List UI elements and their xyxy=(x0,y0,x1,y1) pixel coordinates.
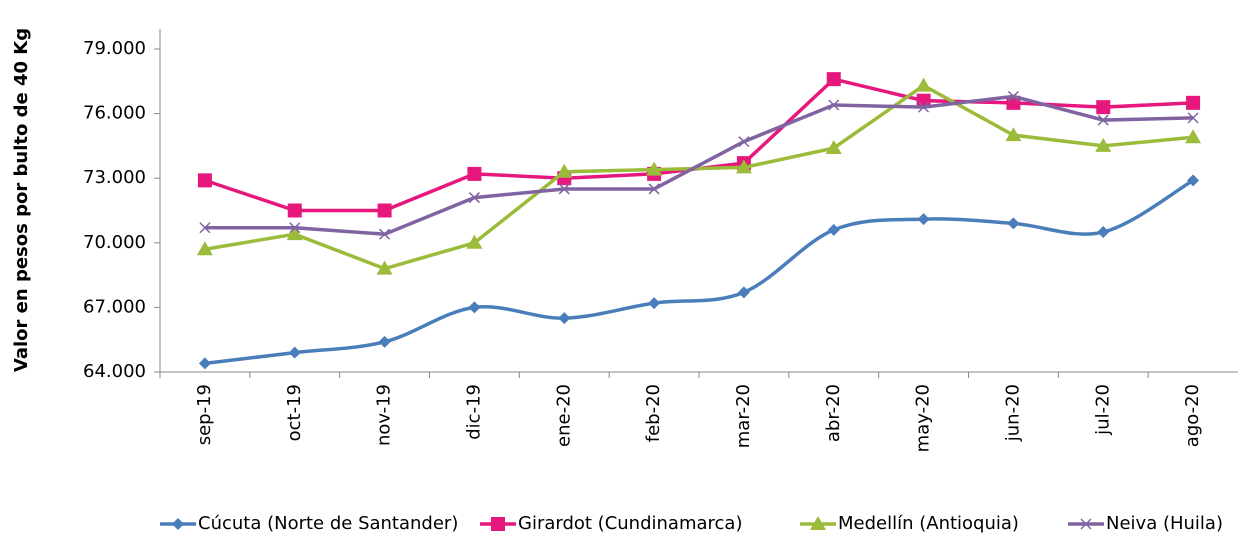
marker xyxy=(648,297,661,310)
series-line xyxy=(204,83,1194,271)
marker xyxy=(918,101,930,113)
x-tick-label: may-20 xyxy=(913,384,934,452)
marker xyxy=(1187,174,1200,187)
y-axis-title: Valor en pesos por bulto de 40 Kg xyxy=(11,28,32,372)
marker xyxy=(735,159,752,174)
marker xyxy=(1187,112,1199,124)
marker xyxy=(810,516,826,530)
marker xyxy=(1097,226,1110,239)
marker xyxy=(466,234,483,249)
marker xyxy=(1080,518,1092,530)
marker xyxy=(289,222,301,234)
marker xyxy=(199,222,211,234)
marker xyxy=(738,136,750,148)
marker xyxy=(827,223,840,236)
marker xyxy=(1007,90,1019,102)
marker xyxy=(286,226,303,241)
marker xyxy=(648,183,660,195)
marker xyxy=(1095,137,1112,152)
x-tick-label: jul-20 xyxy=(1092,384,1113,436)
y-tick-label: 70.000 xyxy=(83,232,146,253)
y-tick-label: 73.000 xyxy=(83,167,146,188)
series-line xyxy=(204,178,1194,366)
x-tick-label: dic-19 xyxy=(463,384,484,440)
marker xyxy=(558,183,570,195)
marker xyxy=(1185,129,1202,144)
marker xyxy=(379,228,391,240)
marker xyxy=(556,163,573,178)
marker xyxy=(1097,114,1109,126)
marker xyxy=(377,203,392,218)
marker xyxy=(378,335,391,348)
marker xyxy=(646,161,663,176)
marker xyxy=(376,260,393,275)
marker xyxy=(1096,100,1111,115)
legend-label: Girardot (Cundinamarca) xyxy=(518,513,742,534)
y-tick-label: 76.000 xyxy=(83,103,146,124)
marker xyxy=(468,301,481,314)
marker xyxy=(196,241,213,256)
series-line xyxy=(204,94,1194,236)
x-tick-label: sep-19 xyxy=(194,384,215,445)
legend-label: Medellín (Antioquia) xyxy=(838,513,1019,534)
y-tick-label: 79.000 xyxy=(83,38,146,59)
marker xyxy=(915,77,932,92)
marker xyxy=(198,357,211,370)
x-tick-label: mar-20 xyxy=(733,384,754,448)
marker xyxy=(828,99,840,111)
marker xyxy=(172,518,184,530)
marker xyxy=(826,72,841,87)
marker xyxy=(737,286,750,299)
marker xyxy=(467,166,482,181)
x-tick-label: feb-20 xyxy=(643,384,664,442)
series-line xyxy=(204,77,1194,213)
x-tick-label: jun-20 xyxy=(1002,384,1023,442)
x-tick-label: oct-19 xyxy=(284,384,305,441)
x-tick-label: abr-20 xyxy=(823,384,844,442)
x-tick-label: nov-19 xyxy=(374,384,395,446)
marker xyxy=(1005,127,1022,142)
marker xyxy=(288,346,301,359)
marker xyxy=(917,213,930,226)
marker xyxy=(197,173,212,188)
x-tick-label: ene-20 xyxy=(553,384,574,447)
marker xyxy=(825,140,842,155)
y-tick-label: 64.000 xyxy=(83,361,146,382)
marker xyxy=(468,192,480,204)
marker xyxy=(491,517,505,531)
x-tick-label: ago-20 xyxy=(1182,384,1203,447)
marker xyxy=(287,203,302,218)
marker xyxy=(558,312,571,325)
marker xyxy=(1186,95,1201,110)
y-tick-label: 67.000 xyxy=(83,296,146,317)
legend-label: Cúcuta (Norte de Santander) xyxy=(198,513,458,534)
marker xyxy=(1007,217,1020,230)
legend-label: Neiva (Huila) xyxy=(1106,513,1223,534)
